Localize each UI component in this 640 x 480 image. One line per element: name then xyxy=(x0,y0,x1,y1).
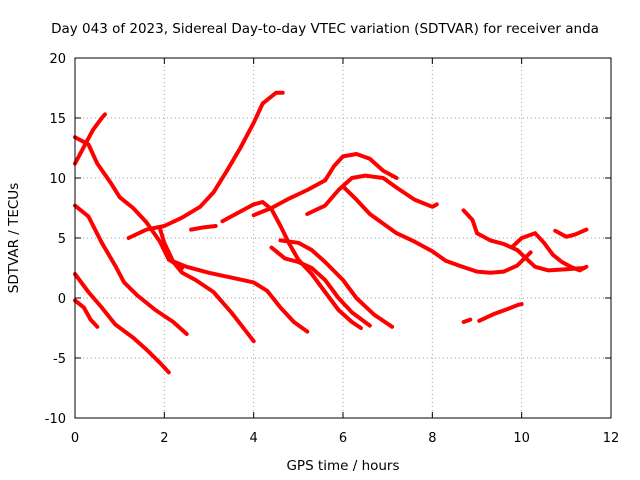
series-arc-09 xyxy=(189,224,218,232)
y-tick-label: -5 xyxy=(53,352,66,367)
series-arc-17 xyxy=(510,231,589,273)
chart-title: Day 043 of 2023, Sidereal Day-to-day VTE… xyxy=(51,21,599,37)
y-tick-label: 0 xyxy=(58,292,66,307)
x-tick-label: 10 xyxy=(513,431,530,446)
y-tick-label: -10 xyxy=(45,412,66,427)
axis-ticks: 0 2 4 6 8 10 12 -10 -5 0 5 10 15 20 xyxy=(45,52,620,446)
series-arc-18 xyxy=(553,227,589,239)
x-tick-label: 12 xyxy=(603,431,620,446)
series-arc-01 xyxy=(73,112,107,166)
series-arc-13 xyxy=(278,238,395,329)
y-tick-label: 15 xyxy=(49,112,66,127)
series-arc-07 xyxy=(157,226,256,344)
series-arc-08 xyxy=(166,257,310,334)
x-tick-label: 2 xyxy=(160,431,168,446)
y-tick-label: 10 xyxy=(49,172,66,187)
y-tick-label: 5 xyxy=(58,232,66,247)
series-arc-10 xyxy=(220,200,363,330)
series-arc-14 xyxy=(305,173,439,216)
series-arc-20 xyxy=(477,302,524,323)
series-arc-06 xyxy=(126,90,285,240)
series-arc-19 xyxy=(461,317,473,324)
series-arc-03 xyxy=(73,203,189,336)
plot-frame xyxy=(74,57,612,419)
x-tick-label: 8 xyxy=(428,431,436,446)
series-arc-11 xyxy=(251,152,399,218)
series-arc-16 xyxy=(461,208,587,273)
series-arc-12 xyxy=(269,245,372,328)
series-arc-02 xyxy=(73,135,185,270)
x-tick-label: 6 xyxy=(339,431,347,446)
y-axis-label: SDTVAR / TECUs xyxy=(6,183,22,293)
series-arc-05 xyxy=(73,298,100,329)
x-tick-label: 4 xyxy=(250,431,258,446)
y-tick-label: 20 xyxy=(49,52,66,67)
x-axis-label: GPS time / hours xyxy=(286,458,399,474)
series-arc-04 xyxy=(73,272,171,375)
x-tick-label: 0 xyxy=(71,431,79,446)
series-arc-15 xyxy=(341,184,533,275)
series-group xyxy=(73,90,589,375)
